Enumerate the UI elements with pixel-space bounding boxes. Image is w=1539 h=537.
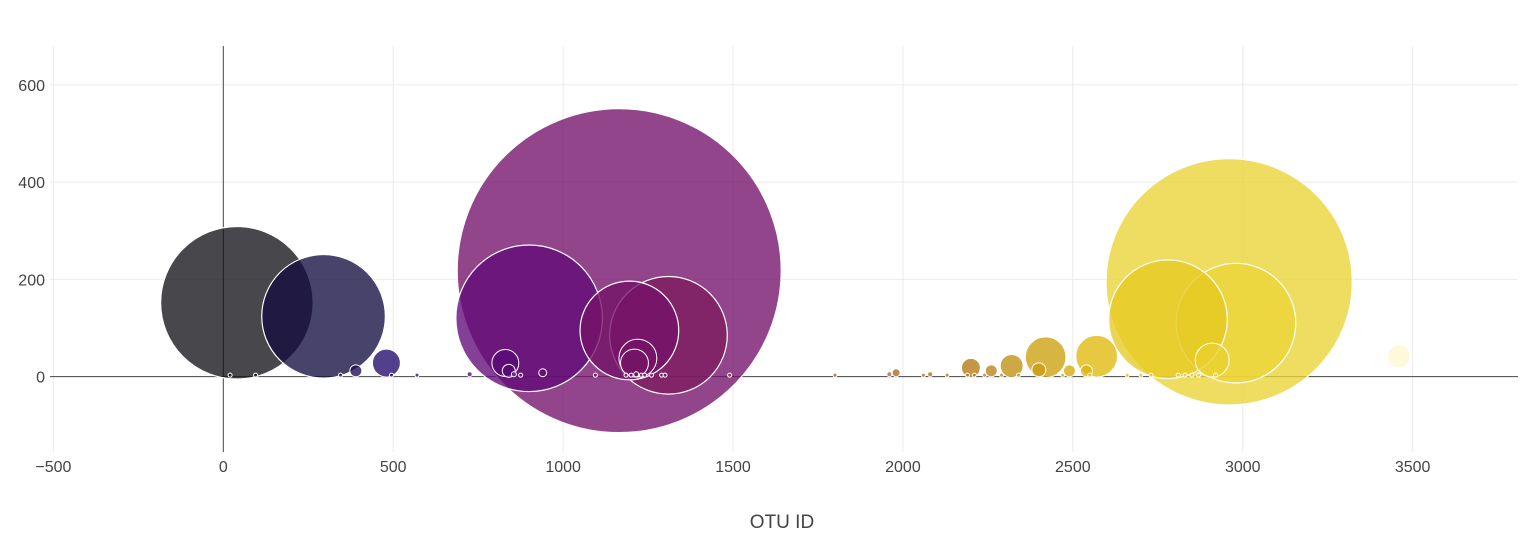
- bubble-marker[interactable]: [648, 372, 654, 378]
- bubble-marker[interactable]: [466, 371, 473, 378]
- bubble-marker[interactable]: [455, 244, 604, 393]
- bubble-marker[interactable]: [1196, 372, 1202, 378]
- bubble-marker[interactable]: [1087, 372, 1093, 378]
- x-tick-label: 3500: [1395, 459, 1431, 476]
- x-tick-label: 1000: [545, 459, 581, 476]
- x-tick-label: 1500: [715, 459, 751, 476]
- bubble-marker[interactable]: [253, 372, 259, 378]
- bubble-marker[interactable]: [1189, 372, 1195, 378]
- bubble-marker[interactable]: [662, 372, 668, 378]
- bubble-marker[interactable]: [971, 372, 977, 378]
- bubble-marker[interactable]: [1060, 372, 1066, 378]
- bubble-marker[interactable]: [642, 372, 648, 378]
- bubble-marker[interactable]: [920, 372, 926, 378]
- bubble-marker[interactable]: [518, 372, 524, 378]
- bubble-marker[interactable]: [349, 364, 363, 378]
- bubble-marker[interactable]: [886, 371, 893, 378]
- bubble-marker[interactable]: [1124, 372, 1130, 378]
- bubble-marker[interactable]: [633, 371, 640, 378]
- bubble-marker[interactable]: [1194, 342, 1230, 378]
- bubble-marker[interactable]: [227, 372, 233, 378]
- bubble-marker[interactable]: [1015, 372, 1021, 378]
- x-tick-label: −500: [35, 459, 71, 476]
- x-axis-title: OTU ID: [750, 512, 814, 533]
- x-tick-label: 2000: [885, 459, 921, 476]
- bubble-marker[interactable]: [1213, 372, 1219, 378]
- bubble-series: [160, 108, 1412, 434]
- bubble-marker[interactable]: [832, 372, 838, 378]
- x-axis-ticks: −500 0 500 1000 1500 2000 2500 3000 3500: [35, 459, 1430, 476]
- y-tick-label: 400: [18, 175, 45, 192]
- bubble-marker[interactable]: [927, 371, 934, 378]
- y-tick-label: 200: [18, 272, 45, 289]
- bubble-marker[interactable]: [338, 372, 344, 378]
- x-tick-label: 500: [380, 459, 407, 476]
- y-axis-ticks: 0 200 400 600: [18, 78, 45, 387]
- bubble-marker[interactable]: [1062, 364, 1076, 378]
- bubble-marker[interactable]: [998, 372, 1004, 378]
- bubble-marker[interactable]: [628, 372, 634, 378]
- bubble-marker[interactable]: [944, 372, 950, 378]
- bubble-marker[interactable]: [1031, 362, 1047, 378]
- y-tick-label: 600: [18, 78, 45, 95]
- bubble-marker[interactable]: [414, 372, 420, 378]
- bubble-marker[interactable]: [1108, 259, 1228, 380]
- bubble-marker[interactable]: [981, 372, 987, 378]
- bubble-marker[interactable]: [538, 368, 548, 378]
- x-tick-label: 0: [219, 459, 228, 476]
- bubble-marker[interactable]: [261, 253, 386, 379]
- bubble-marker[interactable]: [1175, 372, 1181, 378]
- bubble-marker[interactable]: [1138, 372, 1144, 378]
- bubble-marker[interactable]: [620, 348, 649, 378]
- bubble-marker[interactable]: [1148, 372, 1154, 378]
- bubble-marker[interactable]: [371, 348, 401, 378]
- x-tick-label: 2500: [1055, 459, 1091, 476]
- y-tick-label: 0: [36, 370, 45, 387]
- x-tick-label: 3000: [1225, 459, 1261, 476]
- bubble-marker[interactable]: [510, 371, 517, 378]
- bubble-marker[interactable]: [960, 357, 981, 378]
- bubble-marker[interactable]: [891, 368, 901, 378]
- bubble-marker[interactable]: [965, 372, 970, 378]
- bubble-marker[interactable]: [389, 372, 395, 378]
- bubble-marker[interactable]: [592, 372, 598, 378]
- bubble-marker[interactable]: [1387, 344, 1412, 369]
- bubble-marker[interactable]: [999, 353, 1024, 378]
- bubble-marker[interactable]: [1182, 372, 1188, 378]
- bubble-marker[interactable]: [727, 372, 733, 378]
- bubble-marker[interactable]: [984, 364, 998, 378]
- bubble-marker[interactable]: [623, 372, 629, 378]
